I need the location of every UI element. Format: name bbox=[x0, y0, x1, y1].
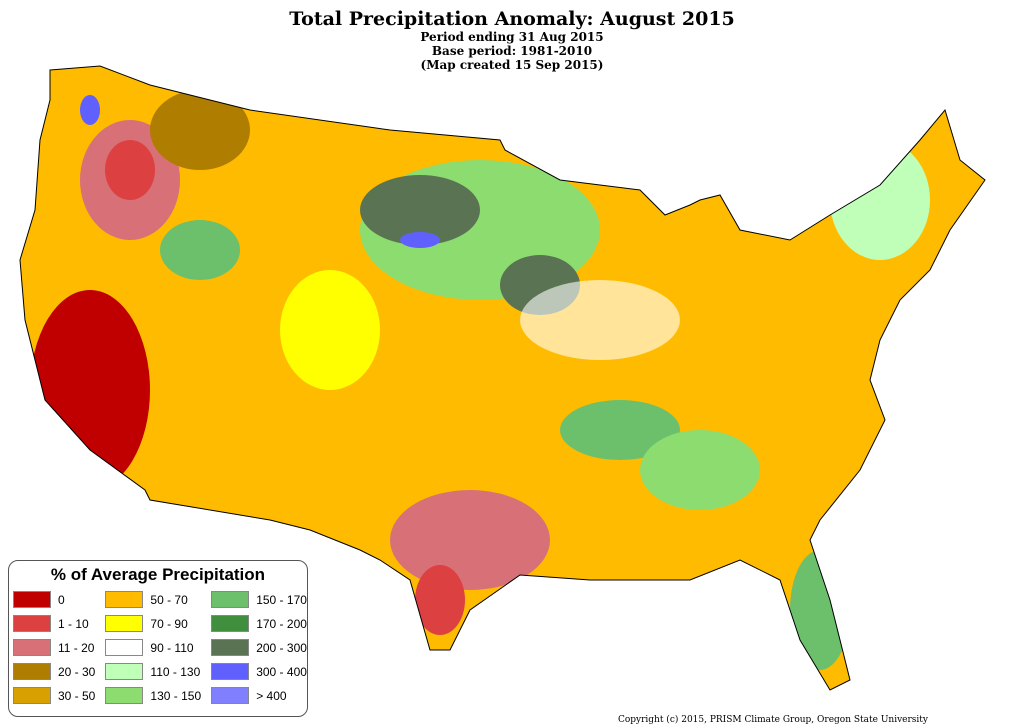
legend-swatch bbox=[13, 591, 51, 608]
legend-item: 70 - 90 bbox=[105, 615, 201, 632]
legend-label: 200 - 300 bbox=[256, 640, 307, 655]
legend-item: 150 - 170 bbox=[211, 591, 307, 608]
legend-swatch bbox=[211, 591, 250, 608]
legend-swatch bbox=[13, 639, 51, 656]
legend-label: 150 - 170 bbox=[256, 592, 307, 607]
legend-item: 20 - 30 bbox=[13, 663, 95, 680]
legend-label: 130 - 150 bbox=[150, 688, 202, 703]
legend-swatch bbox=[13, 615, 51, 632]
legend-swatch bbox=[105, 615, 144, 632]
legend-swatch bbox=[13, 663, 51, 680]
legend-swatch bbox=[211, 615, 250, 632]
legend-item: 110 - 130 bbox=[105, 663, 201, 680]
map-title: Total Precipitation Anomaly: August 2015 bbox=[289, 8, 735, 30]
legend-item: 90 - 110 bbox=[105, 639, 201, 656]
map-titles: Total Precipitation Anomaly: August 2015… bbox=[0, 8, 1024, 72]
legend-label: 11 - 20 bbox=[58, 640, 95, 655]
legend-label: 30 - 50 bbox=[58, 688, 96, 703]
legend: % of Average Precipitation 0 50 - 70 150 -… bbox=[8, 560, 308, 717]
legend-item: 200 - 300 bbox=[211, 639, 307, 656]
legend-item: > 400 bbox=[211, 687, 307, 704]
legend-label: 20 - 30 bbox=[58, 664, 96, 679]
legend-label: > 400 bbox=[256, 688, 287, 703]
legend-item: 11 - 20 bbox=[13, 639, 95, 656]
subtitle-created: (Map created 15 Sep 2015) bbox=[420, 58, 604, 72]
legend-swatch bbox=[105, 687, 144, 704]
legend-swatch bbox=[211, 687, 250, 704]
legend-swatch bbox=[13, 687, 51, 704]
legend-label: 1 - 10 bbox=[58, 616, 89, 631]
legend-label: 110 - 130 bbox=[150, 664, 201, 679]
copyright: Copyright (c) 2015, PRISM Climate Group,… bbox=[617, 715, 928, 725]
legend-label: 300 - 400 bbox=[256, 664, 307, 679]
legend-label: 70 - 90 bbox=[150, 616, 188, 631]
legend-item: 0 bbox=[13, 591, 95, 608]
legend-item: 130 - 150 bbox=[105, 687, 201, 704]
legend-item: 30 - 50 bbox=[13, 687, 95, 704]
legend-label: 0 bbox=[58, 592, 65, 607]
legend-item: 50 - 70 bbox=[105, 591, 201, 608]
legend-item: 170 - 200 bbox=[211, 615, 307, 632]
legend-item: 300 - 400 bbox=[211, 663, 307, 680]
legend-swatch bbox=[211, 663, 250, 680]
legend-label: 170 - 200 bbox=[256, 616, 307, 631]
subtitle-period: Period ending 31 Aug 2015 bbox=[420, 30, 604, 44]
legend-swatch bbox=[105, 663, 144, 680]
legend-label: 90 - 110 bbox=[150, 640, 194, 655]
legend-label: 50 - 70 bbox=[150, 592, 188, 607]
subtitle-base: Base period: 1981-2010 bbox=[431, 44, 593, 58]
legend-swatch bbox=[105, 639, 144, 656]
legend-swatch bbox=[211, 639, 250, 656]
legend-item: 1 - 10 bbox=[13, 615, 95, 632]
legend-swatch bbox=[105, 591, 144, 608]
legend-title: % of Average Precipitation bbox=[50, 565, 266, 584]
